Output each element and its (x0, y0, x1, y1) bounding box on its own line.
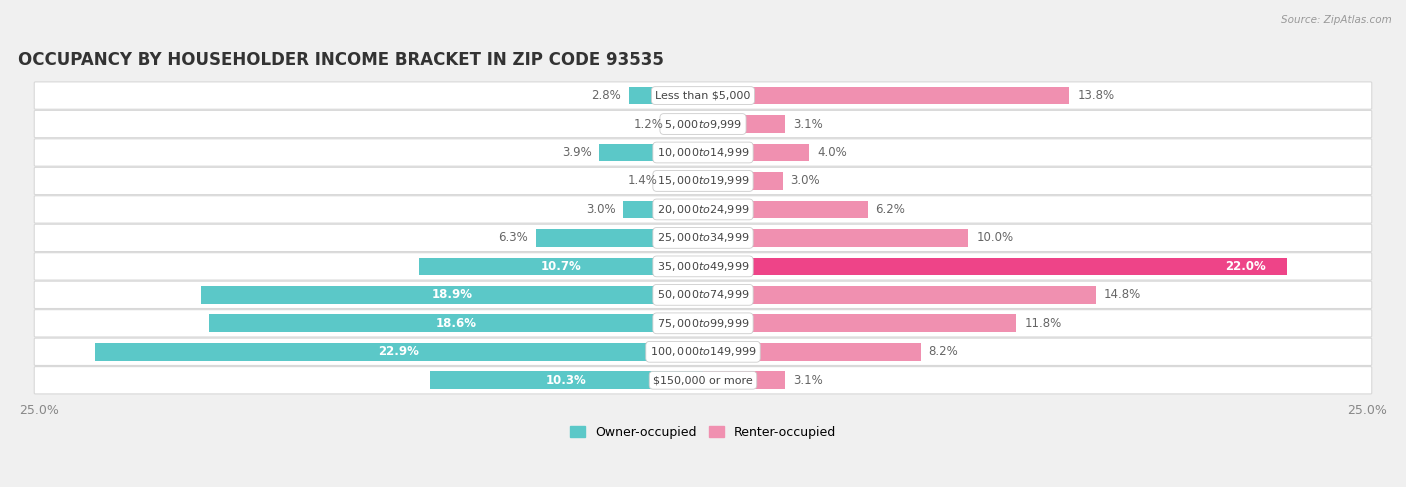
FancyBboxPatch shape (34, 168, 1372, 195)
Text: 8.2%: 8.2% (929, 345, 959, 358)
Bar (703, 343, 921, 360)
Text: 22.9%: 22.9% (378, 345, 419, 358)
Bar (430, 372, 703, 389)
Bar (703, 315, 1017, 332)
FancyBboxPatch shape (34, 367, 1372, 394)
Text: $35,000 to $49,999: $35,000 to $49,999 (657, 260, 749, 273)
Text: 3.1%: 3.1% (793, 117, 823, 131)
Text: 18.6%: 18.6% (436, 317, 477, 330)
FancyBboxPatch shape (34, 111, 1372, 138)
Text: 3.9%: 3.9% (562, 146, 592, 159)
Text: 18.9%: 18.9% (432, 288, 472, 301)
Text: $5,000 to $9,999: $5,000 to $9,999 (664, 117, 742, 131)
FancyBboxPatch shape (34, 281, 1372, 309)
Text: 22.0%: 22.0% (1225, 260, 1265, 273)
Text: 6.3%: 6.3% (498, 231, 527, 244)
FancyBboxPatch shape (34, 338, 1372, 365)
Text: $15,000 to $19,999: $15,000 to $19,999 (657, 174, 749, 187)
Text: $100,000 to $149,999: $100,000 to $149,999 (650, 345, 756, 358)
Bar (623, 201, 703, 218)
Text: 11.8%: 11.8% (1024, 317, 1062, 330)
FancyBboxPatch shape (34, 196, 1372, 223)
Text: 13.8%: 13.8% (1077, 89, 1115, 102)
Bar (599, 144, 703, 161)
Text: $75,000 to $99,999: $75,000 to $99,999 (657, 317, 749, 330)
Bar (703, 144, 810, 161)
Text: OCCUPANCY BY HOUSEHOLDER INCOME BRACKET IN ZIP CODE 93535: OCCUPANCY BY HOUSEHOLDER INCOME BRACKET … (18, 51, 664, 69)
Text: 4.0%: 4.0% (817, 146, 846, 159)
Bar (703, 172, 783, 190)
Bar (671, 115, 703, 133)
Text: 14.8%: 14.8% (1104, 288, 1142, 301)
Bar (209, 315, 703, 332)
FancyBboxPatch shape (34, 139, 1372, 166)
Text: 3.0%: 3.0% (586, 203, 616, 216)
Bar (703, 372, 786, 389)
Bar (96, 343, 703, 360)
Bar (536, 229, 703, 247)
Bar (628, 87, 703, 104)
Bar (703, 87, 1070, 104)
Legend: Owner-occupied, Renter-occupied: Owner-occupied, Renter-occupied (565, 421, 841, 444)
Bar (419, 258, 703, 275)
Text: 1.4%: 1.4% (628, 174, 658, 187)
Bar (666, 172, 703, 190)
Text: $25,000 to $34,999: $25,000 to $34,999 (657, 231, 749, 244)
Bar (703, 258, 1286, 275)
Text: 1.2%: 1.2% (633, 117, 664, 131)
Text: $150,000 or more: $150,000 or more (654, 375, 752, 385)
Bar (703, 201, 868, 218)
Text: Source: ZipAtlas.com: Source: ZipAtlas.com (1281, 15, 1392, 25)
Bar (703, 115, 786, 133)
Text: 10.0%: 10.0% (976, 231, 1014, 244)
Text: 3.0%: 3.0% (790, 174, 820, 187)
Bar (703, 286, 1095, 304)
Bar (201, 286, 703, 304)
Text: $20,000 to $24,999: $20,000 to $24,999 (657, 203, 749, 216)
FancyBboxPatch shape (34, 224, 1372, 252)
Text: 10.7%: 10.7% (540, 260, 581, 273)
Text: Less than $5,000: Less than $5,000 (655, 91, 751, 100)
Text: 10.3%: 10.3% (546, 374, 586, 387)
Text: $10,000 to $14,999: $10,000 to $14,999 (657, 146, 749, 159)
FancyBboxPatch shape (34, 310, 1372, 337)
Text: 2.8%: 2.8% (591, 89, 620, 102)
FancyBboxPatch shape (34, 253, 1372, 280)
Text: 6.2%: 6.2% (876, 203, 905, 216)
Text: $50,000 to $74,999: $50,000 to $74,999 (657, 288, 749, 301)
FancyBboxPatch shape (34, 82, 1372, 109)
Bar (703, 229, 969, 247)
Text: 3.1%: 3.1% (793, 374, 823, 387)
